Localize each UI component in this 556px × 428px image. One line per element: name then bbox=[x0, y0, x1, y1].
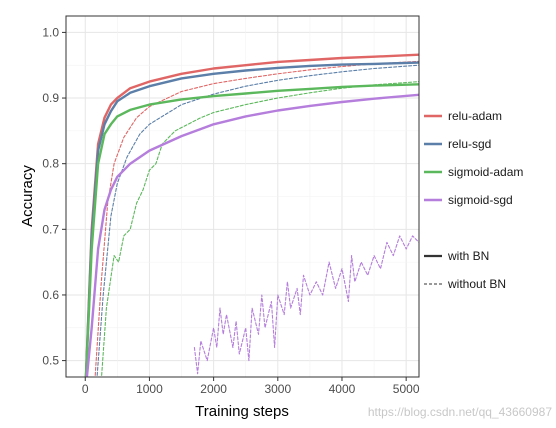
axis-ticks: 0 1000 2000 3000 4000 5000 0.5 0.6 0.7 0.8 0.9 1.0 bbox=[42, 25, 420, 396]
x-tick-label: 4000 bbox=[329, 382, 356, 396]
y-tick-label: 0.7 bbox=[42, 222, 59, 236]
series-line-dashed bbox=[96, 64, 419, 377]
series-line-dashed bbox=[193, 235, 419, 375]
x-tick-label: 0 bbox=[82, 382, 89, 396]
y-tick-label: 0.8 bbox=[42, 157, 59, 171]
legend-label: with BN bbox=[447, 249, 489, 263]
series-lines bbox=[84, 53, 419, 377]
legend-label: relu-adam bbox=[448, 109, 502, 123]
x-tick-label: 1000 bbox=[136, 382, 163, 396]
x-tick-label: 5000 bbox=[393, 382, 420, 396]
x-tick-label: 3000 bbox=[264, 382, 291, 396]
series-line-solid bbox=[84, 53, 419, 377]
legend-label: without BN bbox=[447, 277, 506, 291]
y-tick-label: 0.5 bbox=[42, 354, 59, 368]
watermark-text: https://blog.csdn.net/qq_43660987 bbox=[368, 405, 552, 419]
y-tick-label: 1.0 bbox=[42, 25, 59, 39]
y-tick-label: 0.6 bbox=[42, 288, 59, 302]
series-line-solid bbox=[84, 83, 419, 377]
x-tick-label: 2000 bbox=[200, 382, 227, 396]
legend: relu-adam relu-sgd sigmoid-adam sigmoid-sgd… bbox=[424, 109, 523, 291]
grid-lines bbox=[66, 16, 419, 377]
series-line-solid bbox=[84, 61, 419, 377]
legend-label: sigmoid-adam bbox=[448, 165, 523, 179]
y-axis-title: Accuracy bbox=[19, 165, 36, 227]
series-line-solid bbox=[85, 93, 419, 377]
legend-label: sigmoid-sgd bbox=[448, 193, 513, 207]
x-axis-title: Training steps bbox=[195, 403, 289, 420]
legend-label: relu-sgd bbox=[448, 137, 491, 151]
plot-border bbox=[65, 15, 420, 378]
y-tick-label: 0.9 bbox=[42, 91, 59, 105]
